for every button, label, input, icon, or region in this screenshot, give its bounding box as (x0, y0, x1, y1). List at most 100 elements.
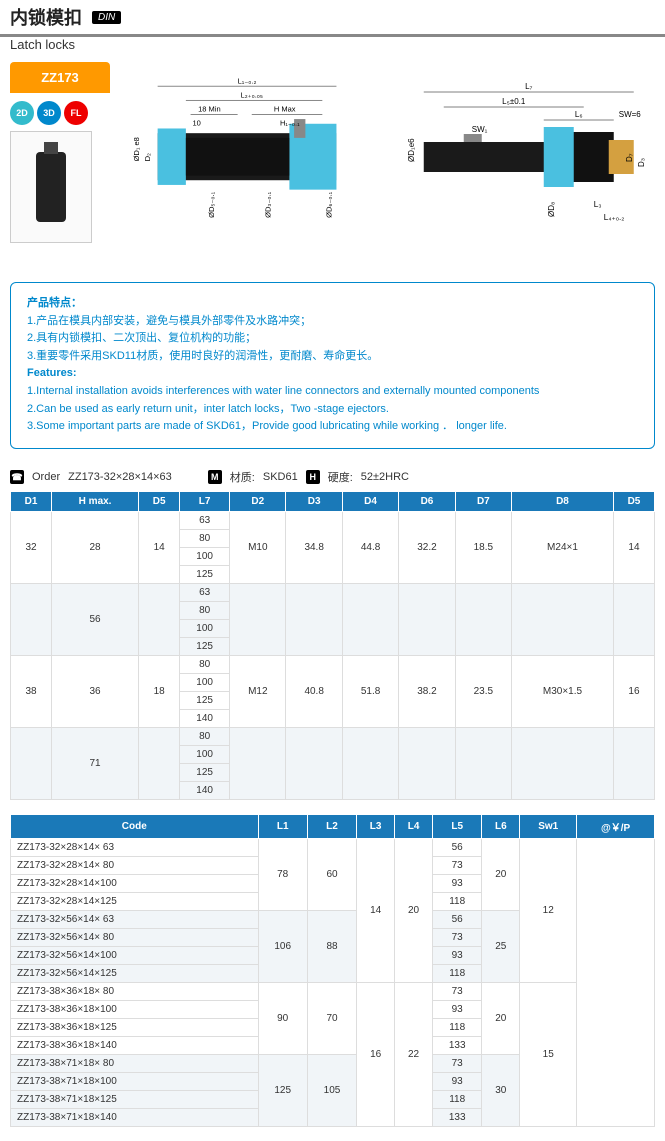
cell: 23.5 (455, 655, 511, 727)
cell (342, 727, 398, 799)
cell: 14 (357, 838, 395, 982)
cell (139, 583, 180, 655)
cell (230, 583, 286, 655)
cell: 56 (433, 838, 482, 856)
cell: ZZ173-38×71×18×100 (11, 1072, 259, 1090)
left-column: ZZ173 2D 3D FL (10, 62, 110, 262)
col-header: D6 (399, 491, 455, 511)
part-icon (36, 152, 66, 222)
diagram-area: L₁₋₀.₂ L₂₊₀.₀₅ 18 Min H Max 10 H₁₋₀.₁ ØD… (120, 62, 655, 262)
svg-text:D₇: D₇ (624, 153, 633, 162)
cell: 20 (482, 982, 520, 1054)
cell (455, 727, 511, 799)
svg-text:L₄₊₀.₂: L₄₊₀.₂ (603, 213, 624, 222)
cell: 100 (180, 547, 230, 565)
cell (139, 727, 180, 799)
svg-text:L₁₋₀.₂: L₁₋₀.₂ (238, 76, 257, 85)
cell: 125 (180, 637, 230, 655)
note-en-1: 1.Internal installation avoids interfere… (27, 383, 638, 401)
cell: 56 (52, 583, 139, 655)
svg-text:ØD₆₋₀.₁: ØD₆₋₀.₁ (325, 191, 334, 217)
cell: ZZ173-38×36×18×140 (11, 1036, 259, 1054)
material-label: 材质: (230, 469, 255, 485)
cell: ZZ173-38×71×18×140 (11, 1108, 259, 1126)
cell: 125 (258, 1054, 307, 1126)
col-header: D3 (286, 491, 342, 511)
cell (11, 727, 52, 799)
cell (399, 727, 455, 799)
order-example: ZZ173-32×28×14×63 (68, 471, 172, 483)
top-area: ZZ173 2D 3D FL L₁₋₀.₂ L₂₊₀.₀₅ 1 (0, 52, 665, 272)
col-header: D5 (613, 491, 654, 511)
cell: M30×1.5 (512, 655, 614, 727)
svg-text:H Max: H Max (274, 105, 296, 114)
note-en-2: 2.Can be used as early return unit，inter… (27, 401, 638, 419)
hardness-label: 硬度: (328, 469, 353, 485)
cell: 51.8 (342, 655, 398, 727)
svg-text:10: 10 (192, 119, 200, 128)
col-header: L6 (482, 814, 520, 838)
note-cn-3: 3.重要零件采用SKD11材质，使用时良好的润滑性，更耐磨、寿命更长。 (27, 348, 638, 366)
cell: 80 (180, 529, 230, 547)
diagram-right: L₇ L₅±0.1 L₆ SW₁ SW=6 ØD₁e6 D₃ D₇ ØD₈ L₃… (392, 62, 656, 262)
col-header: L5 (433, 814, 482, 838)
din-badge: DIN (92, 11, 121, 24)
title-en: Latch locks (10, 37, 75, 52)
mini-badges: 2D 3D FL (10, 101, 110, 125)
cell: ZZ173-32×56×14×125 (11, 964, 259, 982)
cell: 60 (307, 838, 356, 910)
cell: 34.8 (286, 511, 342, 583)
cell: 63 (180, 583, 230, 601)
phone-icon: ☎ (10, 470, 24, 484)
svg-text:L₇: L₇ (525, 82, 532, 91)
cell: 133 (433, 1036, 482, 1054)
cell: 118 (433, 1018, 482, 1036)
cell: 25 (482, 910, 520, 982)
svg-text:D₂: D₂ (143, 153, 152, 161)
cell: 38 (11, 655, 52, 727)
col-header: D1 (11, 491, 52, 511)
col-header: Sw1 (520, 814, 577, 838)
cell (512, 583, 614, 655)
cell: 100 (180, 745, 230, 763)
col-header: H max. (52, 491, 139, 511)
cell: 125 (180, 565, 230, 583)
cell: 93 (433, 1000, 482, 1018)
col-header: D7 (455, 491, 511, 511)
svg-text:L₂₊₀.₀₅: L₂₊₀.₀₅ (241, 90, 263, 99)
cell: 32.2 (399, 511, 455, 583)
svg-text:ØD₅₋₀.₁: ØD₅₋₀.₁ (207, 191, 216, 217)
badge-3d-icon: 3D (37, 101, 61, 125)
cell: 78 (258, 838, 307, 910)
cell: 30 (482, 1054, 520, 1126)
col-header: L1 (258, 814, 307, 838)
features-box: 产品特点： 1.产品在模具内部安装，避免与模具外部零件及水路冲突； 2.具有内锁… (10, 282, 655, 449)
col-header: L2 (307, 814, 356, 838)
col-header: L7 (180, 491, 230, 511)
badge-fl-icon: FL (64, 101, 88, 125)
cell: 12 (520, 838, 577, 982)
cell: ZZ173-38×71×18×125 (11, 1090, 259, 1108)
cell: 16 (357, 982, 395, 1126)
svg-text:ØD₈: ØD₈ (546, 202, 555, 217)
cell: ZZ173-38×36×18×100 (11, 1000, 259, 1018)
col-header: D5 (139, 491, 180, 511)
cell: 125 (180, 763, 230, 781)
svg-text:18 Min: 18 Min (198, 105, 221, 114)
cell: 28 (52, 511, 139, 583)
cell (512, 727, 614, 799)
cell: ZZ173-32×28×14× 63 (11, 838, 259, 856)
cell: 56 (433, 910, 482, 928)
col-header: D8 (512, 491, 614, 511)
svg-text:ØD₁e6: ØD₁e6 (406, 138, 415, 162)
cell (577, 838, 655, 1126)
cell: ZZ173-38×36×18× 80 (11, 982, 259, 1000)
cell: M12 (230, 655, 286, 727)
col-header: Code (11, 814, 259, 838)
svg-text:L₆: L₆ (574, 110, 582, 119)
cell: 93 (433, 874, 482, 892)
cell (455, 583, 511, 655)
cell: 70 (307, 982, 356, 1054)
cell: 125 (180, 691, 230, 709)
cell: 40.8 (286, 655, 342, 727)
